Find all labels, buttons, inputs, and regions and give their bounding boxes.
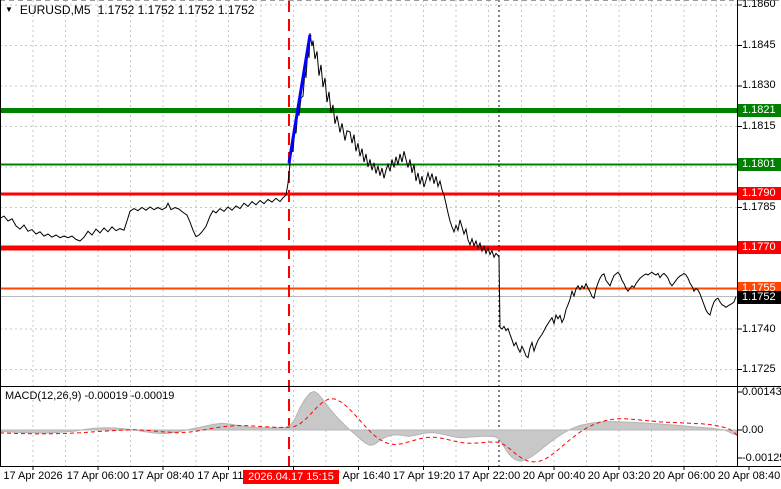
quote-values: 1.1752 1.1752 1.1752 1.1752 bbox=[97, 3, 255, 17]
trend-line[interactable] bbox=[287, 34, 312, 164]
price-tick-label: 1.1860 bbox=[742, 0, 776, 10]
macd-signal-line bbox=[0, 398, 738, 463]
level-price-box: 1.1801 bbox=[738, 158, 781, 171]
price-tick-label: 1.1830 bbox=[742, 79, 776, 91]
macd-axis-label: -0.00125 bbox=[742, 452, 781, 464]
price-tick-label: 1.1815 bbox=[742, 120, 776, 132]
macd-main-area bbox=[0, 390, 738, 462]
price-tick-label: 1.1785 bbox=[742, 201, 776, 213]
macd-indicator-label: MACD(12,26,9) -0.00019 -0.00019 bbox=[5, 390, 175, 402]
macd-axis-label: 0.00 bbox=[742, 424, 764, 436]
symbol-marker-icon: ▼ bbox=[5, 5, 13, 14]
time-tick-label: 20 Apr 06:00 bbox=[652, 470, 716, 482]
symbol-period-label: EURUSD,M5 bbox=[19, 3, 91, 17]
time-tick-label: 20 Apr 08:40 bbox=[717, 470, 781, 482]
chart-title: ▼ EURUSD,M5 1.1752 1.1752 1.1752 1.1752 bbox=[5, 3, 254, 17]
macd-axis-label: 0.00143 bbox=[742, 386, 781, 398]
price-tick-label: 1.1845 bbox=[742, 39, 776, 51]
time-tick-label: 17 Apr 06:00 bbox=[66, 470, 130, 482]
time-tick-label: 17 Apr 08:40 bbox=[131, 470, 195, 482]
time-tick-label: 17 Apr 16:40 bbox=[327, 470, 391, 482]
level-price-box: 1.1770 bbox=[738, 241, 781, 254]
price-tick-label: 1.1725 bbox=[742, 363, 776, 375]
level-price-box: 1.1821 bbox=[738, 104, 781, 117]
time-tick-label: 17 Apr 22:00 bbox=[457, 470, 521, 482]
time-tick-label: 17 Apr 19:20 bbox=[392, 470, 456, 482]
price-line bbox=[0, 33, 737, 359]
time-tick-label: 20 Apr 03:20 bbox=[587, 470, 651, 482]
price-tick-label: 1.1740 bbox=[742, 323, 776, 335]
time-tick-label: 17 Apr 2026 bbox=[3, 470, 63, 482]
level-price-box: 1.1790 bbox=[738, 187, 781, 200]
time-tick-label: 20 Apr 00:40 bbox=[522, 470, 586, 482]
time-highlight-box: 2026.04.17 15:15 bbox=[243, 470, 339, 484]
current-price-box: 1.1752 bbox=[738, 291, 781, 304]
